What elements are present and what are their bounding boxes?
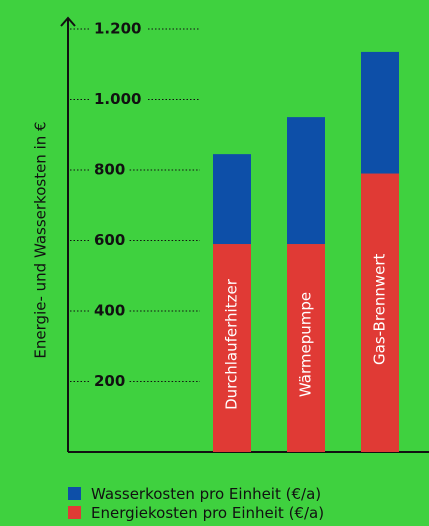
bar-category-label: Gas-Brennwert: [371, 253, 389, 365]
y-tick-label: 400: [94, 302, 125, 320]
legend: Wasserkosten pro Einheit (€/a) Energieko…: [68, 484, 324, 522]
y-tick-label: 1.200: [94, 20, 141, 38]
bar-energy-segment: [287, 244, 325, 452]
bar-energy-segment: [213, 244, 251, 452]
bars: Durchlauferhitzer Wärmepumpe Gas-Brennwert: [213, 51, 399, 452]
y-tick-label: 600: [94, 231, 125, 249]
legend-swatch-energy: [68, 506, 81, 519]
bar-water-segment: [361, 51, 399, 174]
bar-energy-segment: [361, 173, 399, 452]
bar-category-label: Wärmepumpe: [297, 292, 315, 397]
legend-item-water: Wasserkosten pro Einheit (€/a): [68, 484, 324, 503]
y-tick-label: 200: [94, 372, 125, 390]
y-axis-arrow: [60, 16, 76, 27]
legend-label-water: Wasserkosten pro Einheit (€/a): [91, 484, 322, 503]
legend-label-energy: Energiekosten pro Einheit (€/a): [91, 503, 325, 522]
stacked-bar-chart: 200 400 600 800 1.000 1.200 Durchlauferhitzer…: [32, 16, 429, 453]
bar-water-segment: [213, 154, 251, 245]
bar-category-label: Durchlauferhitzer: [223, 278, 241, 410]
y-axis-label: Energie- und Wasserkosten in €: [32, 121, 50, 358]
y-tick-label: 1.000: [94, 90, 141, 108]
y-axis-ticks: 200 400 600 800 1.000 1.200: [70, 20, 200, 390]
legend-item-energy: Energiekosten pro Einheit (€/a): [68, 503, 324, 522]
bar-water-segment: [287, 117, 325, 245]
legend-swatch-water: [68, 487, 81, 500]
y-tick-label: 800: [94, 161, 125, 179]
